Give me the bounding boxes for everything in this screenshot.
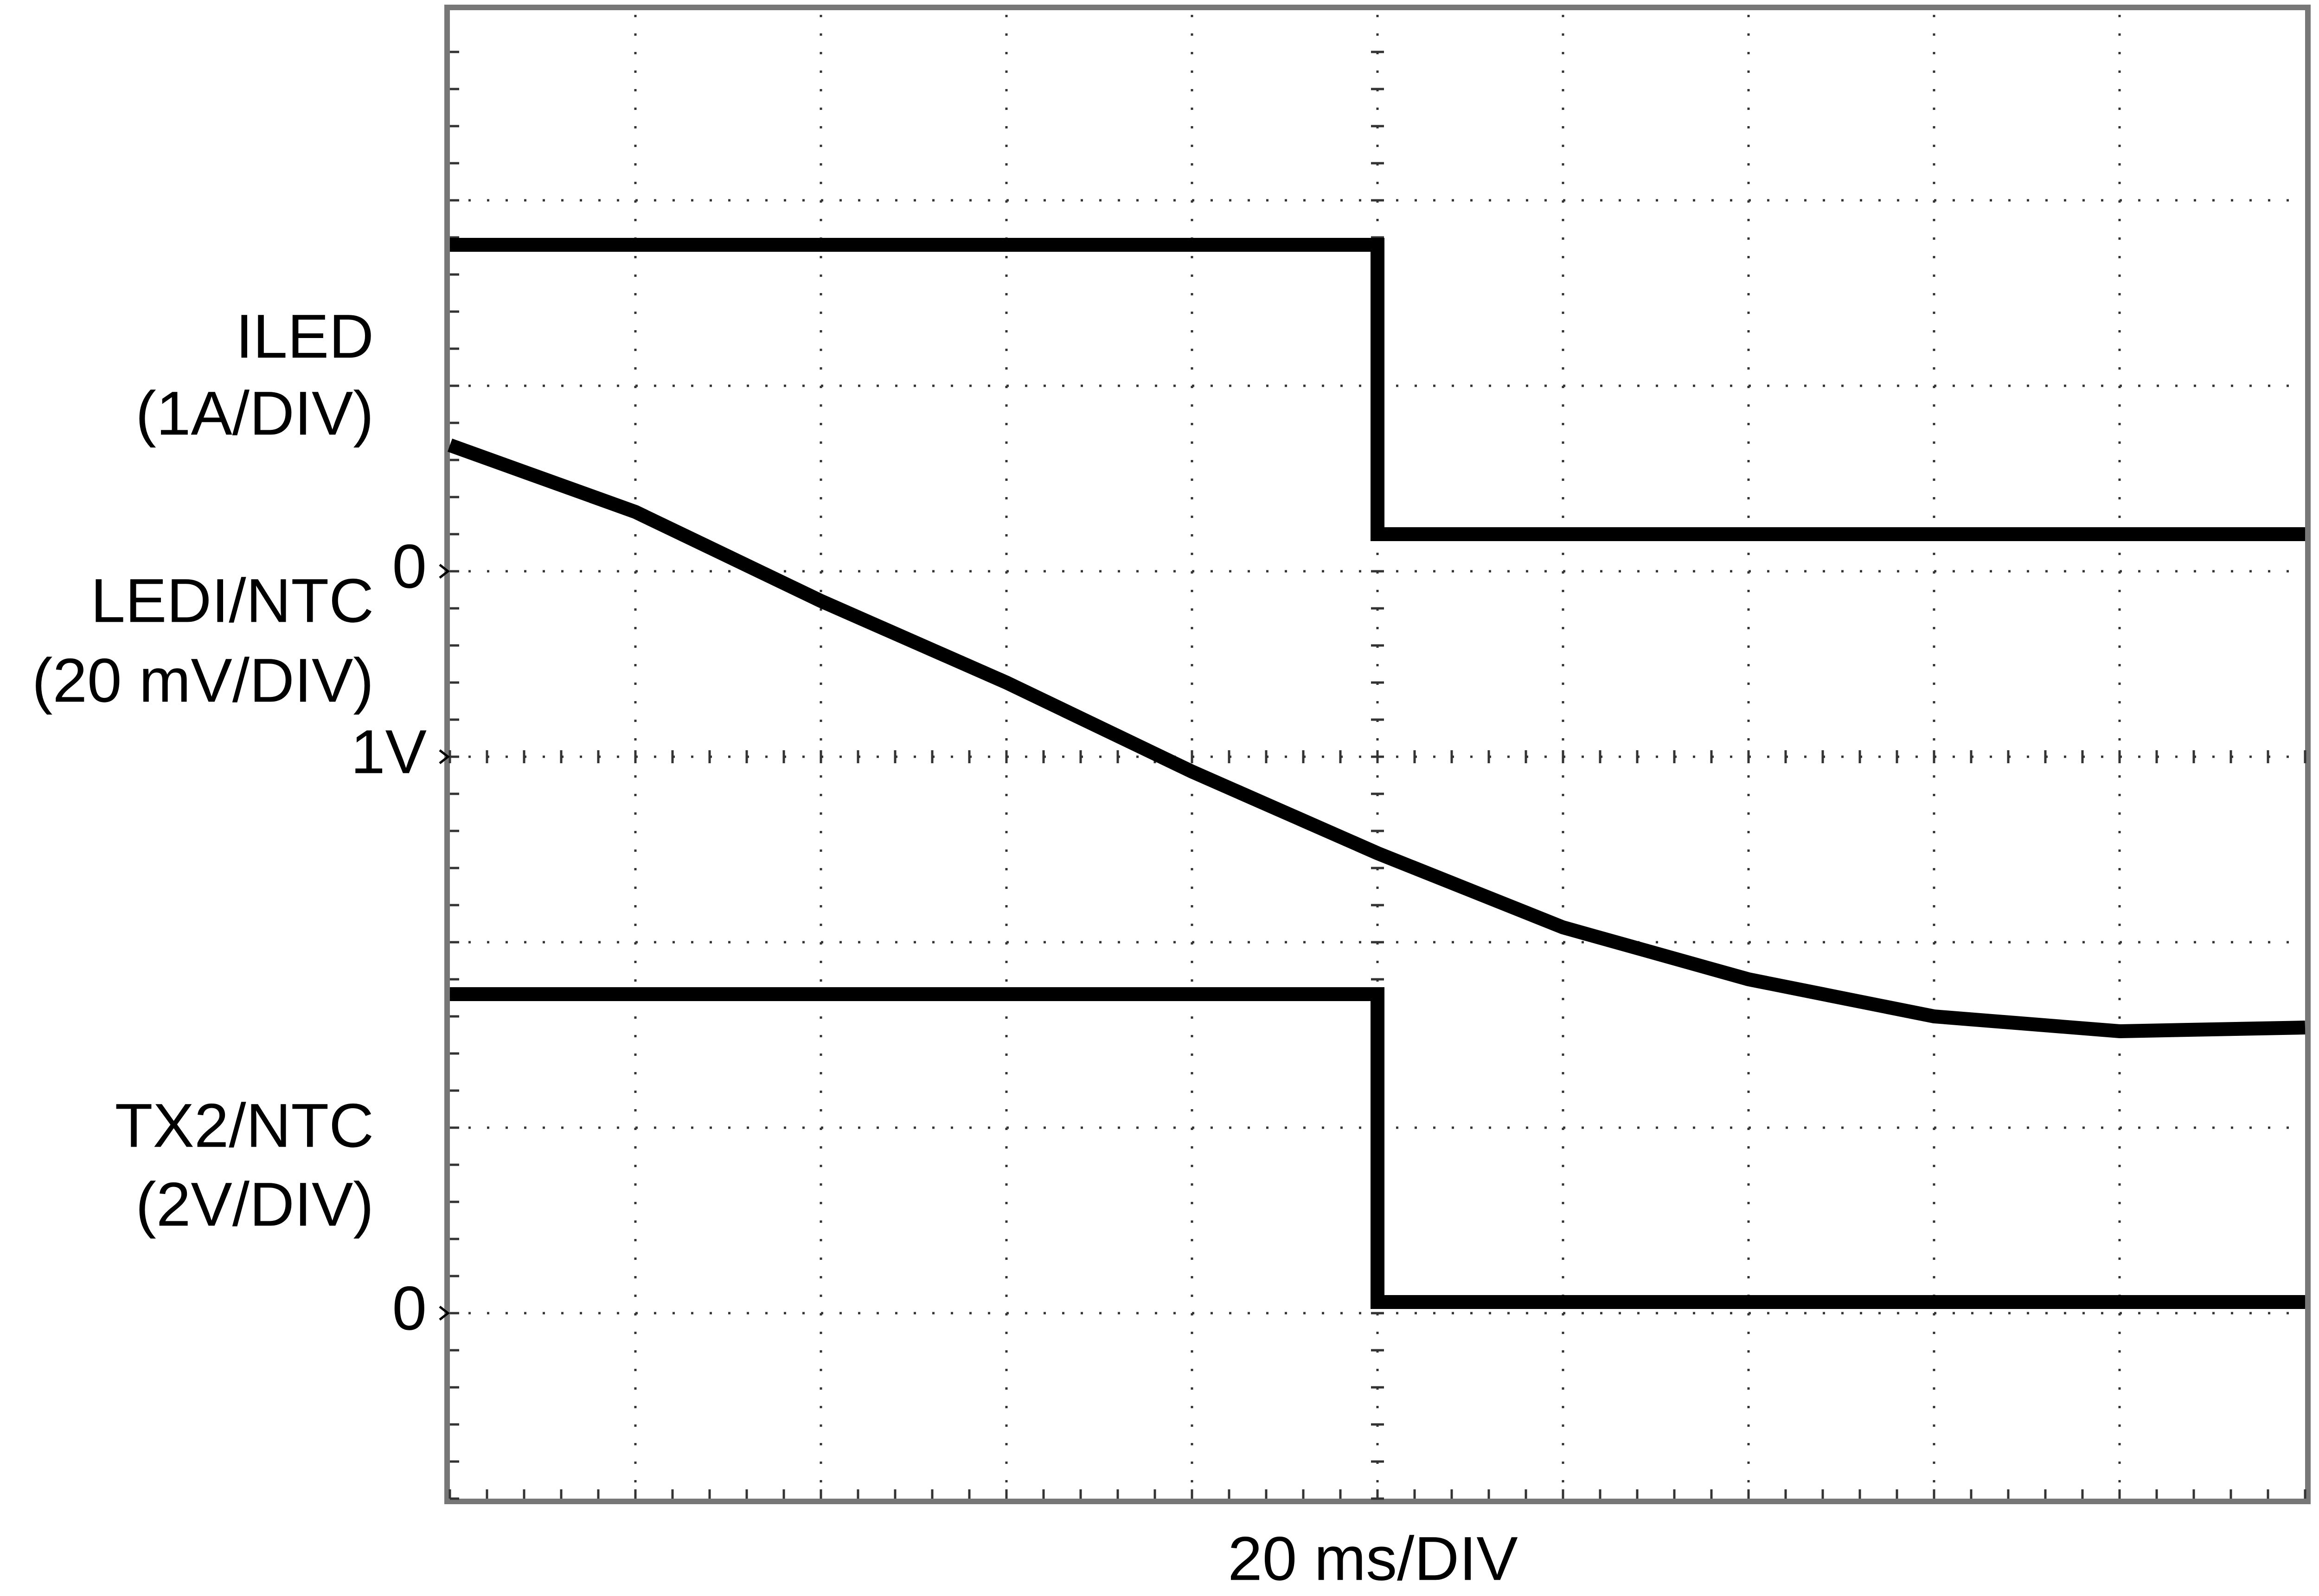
level-label: 0 [392,532,427,601]
channel-scale: (20 mV/DIV) [32,646,374,715]
trace [450,238,2305,541]
channel-name: TX2/NTC [115,1091,374,1160]
channel-scale: (1A/DIV) [135,379,374,448]
channel-name: ILED [236,302,374,371]
level-label: 1V [351,717,427,786]
channel-scale: (2V/DIV) [135,1170,374,1239]
channel-name: LEDI/NTC [90,566,374,635]
screen-frame [444,5,2311,1504]
x-axis-label: 20 ms/DIV [1228,1524,1518,1593]
level-marker [439,1306,450,1321]
trace [450,987,2305,1309]
level-marker [439,564,450,579]
trace [447,438,2306,1039]
level-marker [439,749,450,764]
level-label: 0 [392,1274,427,1343]
